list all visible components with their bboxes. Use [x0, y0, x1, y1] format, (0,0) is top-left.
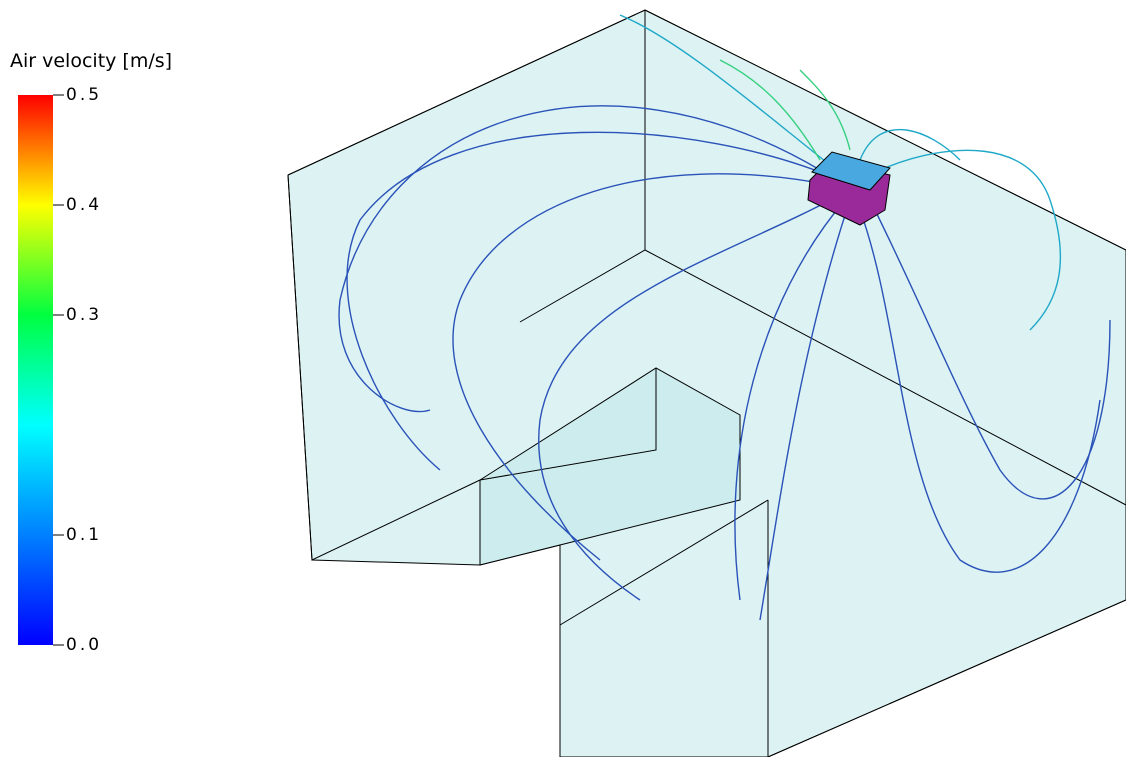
notch-floor-edge — [559, 499, 769, 626]
streamline — [859, 128, 961, 161]
streamline — [859, 209, 1101, 573]
streamline — [346, 131, 841, 471]
streamline — [879, 149, 1062, 331]
streamline — [869, 199, 1111, 500]
colorbar — [18, 95, 53, 645]
streamline — [619, 14, 831, 166]
colorbar-tick-label: 0.0 — [66, 635, 102, 655]
colorbar-tick-label: 0.5 — [66, 85, 102, 105]
room-left-edge — [287, 174, 481, 561]
colorbar-title: Air velocity [m/s] — [10, 50, 172, 72]
floor-edge — [519, 249, 1126, 506]
outlet-top — [811, 151, 891, 191]
streamlines — [338, 14, 1111, 621]
front-edge — [767, 500, 1126, 757]
streamline — [719, 59, 821, 161]
streamline — [338, 105, 821, 413]
room-geometry — [287, 9, 1126, 757]
inner-block-edge — [479, 368, 657, 481]
room-volume — [287, 9, 1126, 757]
streamline — [538, 194, 841, 601]
streamline — [452, 173, 831, 561]
streamline — [759, 199, 851, 621]
air-outlet — [807, 151, 891, 226]
colorbar-tick-label: 0.4 — [66, 195, 102, 215]
streamline — [734, 199, 846, 601]
colorbar-tick-label: 0.3 — [66, 305, 102, 325]
colorbar-tick-label: 0.1 — [66, 525, 102, 545]
streamline — [799, 69, 851, 151]
